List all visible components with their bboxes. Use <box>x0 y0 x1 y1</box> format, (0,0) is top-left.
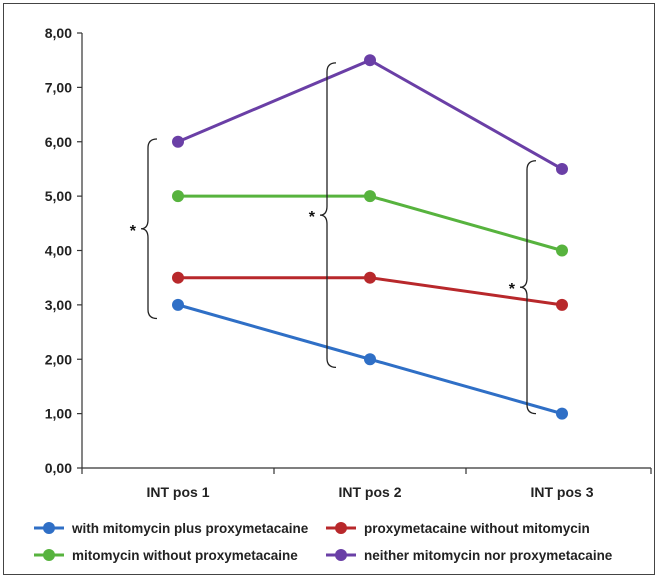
data-point <box>364 271 376 284</box>
significance-bracket <box>319 62 337 369</box>
series-line <box>178 194 563 252</box>
y-tick-label: 7,00 <box>45 79 72 95</box>
significance-star: * <box>309 209 316 226</box>
significance-bracket <box>140 138 158 320</box>
y-tick-label: 5,00 <box>45 188 72 204</box>
data-point <box>364 190 376 203</box>
legend-swatch-marker <box>43 549 55 561</box>
data-point <box>172 190 184 203</box>
x-tick-label: INT pos 1 <box>146 484 209 500</box>
y-tick-label: 1,00 <box>45 406 72 422</box>
y-tick-label: 2,00 <box>45 351 72 367</box>
data-point <box>556 407 568 420</box>
legend-label: mitomycin without proxymetacaine <box>72 548 298 563</box>
legend-swatch-marker <box>335 549 347 561</box>
legend-label: with mitomycin plus proxymetacaine <box>71 521 309 536</box>
significance-star: * <box>509 281 516 298</box>
data-point <box>172 135 184 148</box>
data-point <box>556 298 568 311</box>
y-tick-label: 4,00 <box>45 243 72 259</box>
legend-label: neither mitomycin nor proxymetacaine <box>364 548 613 563</box>
significance-bracket <box>519 160 537 415</box>
y-tick-label: 3,00 <box>45 297 72 313</box>
x-tick-label: INT pos 3 <box>530 484 593 500</box>
legend-swatch-marker <box>335 522 347 534</box>
chart-frame <box>3 3 655 575</box>
data-point <box>364 353 376 366</box>
legend-swatch-marker <box>43 522 55 534</box>
data-point <box>172 298 184 311</box>
data-point <box>556 162 568 175</box>
x-tick-label: INT pos 2 <box>338 484 401 500</box>
legend-label: proxymetacaine without mitomycin <box>364 521 590 536</box>
y-tick-label: 8,00 <box>45 25 72 41</box>
data-point <box>172 271 184 284</box>
series-line <box>177 58 563 171</box>
data-point <box>556 244 568 257</box>
y-tick-label: 6,00 <box>45 134 72 150</box>
y-tick-label: 0,00 <box>45 460 72 476</box>
significance-star: * <box>130 223 137 240</box>
data-point <box>364 54 376 67</box>
